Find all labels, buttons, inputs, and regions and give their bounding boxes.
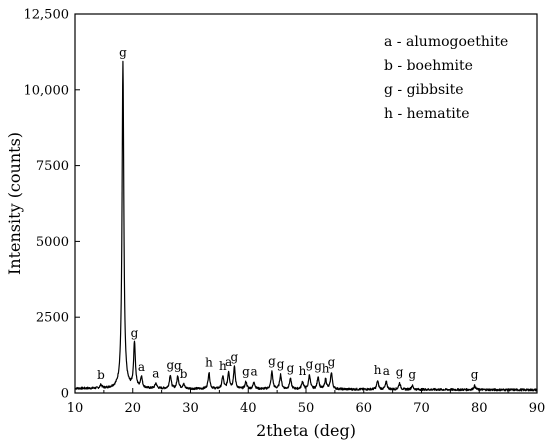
peak-label: g (471, 368, 479, 382)
peak-label: a (250, 364, 257, 378)
x-tick-label: 50 (298, 401, 315, 416)
x-tick-label: 90 (529, 401, 546, 416)
y-tick-label: 12,500 (24, 8, 70, 23)
peak-label: h (299, 364, 307, 378)
diffraction-series (74, 60, 538, 392)
x-tick-label: 10 (67, 401, 84, 416)
x-tick-label: 30 (182, 401, 199, 416)
y-axis: 0 2500 5000 7500 10,000 12,500 (24, 8, 80, 402)
peak-label: g (277, 357, 285, 371)
peak-label: g (408, 368, 416, 382)
peak-label: a (383, 364, 390, 378)
peak-label: b (180, 367, 188, 381)
peak-label: g (166, 358, 174, 372)
peak-label: g (131, 326, 139, 340)
peak-label: h (322, 361, 330, 375)
x-tick-label: 20 (124, 401, 141, 416)
peak-label: a (225, 355, 232, 369)
y-tick-label: 0 (61, 387, 69, 402)
peak-label: a (152, 366, 159, 380)
y-tick-label: 7500 (36, 159, 69, 174)
legend-entry: a - alumogoethite (384, 34, 508, 50)
peak-label: g (242, 364, 250, 378)
peak-label: a (138, 360, 145, 374)
x-tick-label: 40 (240, 401, 257, 416)
peak-label: g (231, 350, 239, 364)
legend-entry: h - hematite (384, 106, 470, 122)
peak-label: b (97, 368, 105, 382)
x-axis-title: 2theta (deg) (256, 421, 356, 440)
peak-label: g (314, 359, 322, 373)
y-axis-title: Intensity (counts) (5, 132, 24, 275)
x-tick-label: 60 (355, 401, 372, 416)
peak-label: g (396, 365, 404, 379)
legend-entry: b - boehmite (384, 58, 473, 74)
x-axis: 10 20 30 40 50 60 70 80 90 (67, 388, 546, 416)
y-tick-label: 5000 (36, 235, 69, 250)
diffraction-line (74, 60, 538, 392)
peak-label: h (219, 359, 227, 373)
x-tick-label: 80 (471, 401, 488, 416)
peak-label: g (119, 46, 127, 60)
legend: a - alumogoethite b - boehmite g - gibbsit… (384, 34, 508, 122)
x-tick-label: 70 (413, 401, 430, 416)
y-tick-label: 2500 (36, 311, 69, 326)
peak-label: g (287, 361, 295, 375)
peak-label: g (306, 357, 314, 371)
peak-label: h (374, 363, 382, 377)
peak-label: g (268, 354, 276, 368)
peak-label: g (328, 355, 336, 369)
peak-label: h (205, 355, 213, 369)
legend-entry: g - gibbsite (384, 82, 464, 98)
peak-label: g (174, 359, 182, 373)
y-tick-label: 10,000 (24, 83, 70, 98)
